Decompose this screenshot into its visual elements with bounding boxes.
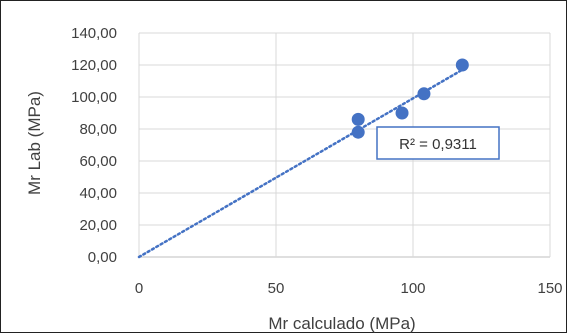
data-point (455, 58, 469, 72)
x-axis-ticks: 0 50 100 150 (135, 280, 563, 297)
x-tick-label: 100 (400, 280, 425, 297)
x-axis-title: Mr calculado (MPa) (268, 314, 415, 333)
data-point (417, 87, 431, 101)
y-tick-label: 20,00 (79, 217, 117, 234)
y-tick-label: 100,00 (71, 89, 117, 106)
data-point (351, 125, 365, 139)
x-tick-label: 50 (268, 280, 285, 297)
grid (138, 32, 551, 258)
data-point (351, 112, 365, 126)
y-tick-label: 120,00 (71, 57, 117, 74)
trendline (137, 68, 464, 259)
y-tick-label: 140,00 (71, 25, 117, 42)
r-squared-label: R² = 0,9311 (399, 136, 477, 153)
y-tick-label: 40,00 (79, 185, 117, 202)
x-tick-label: 0 (135, 280, 143, 297)
y-tick-label: 0,00 (88, 249, 117, 266)
r-squared-annotation: R² = 0,9311 (376, 126, 500, 160)
x-tick-label: 150 (537, 280, 562, 297)
y-axis-ticks: 0,00 20,00 40,00 60,00 80,00 100,00 120,00 140,… (71, 25, 117, 266)
y-tick-label: 80,00 (79, 121, 117, 138)
data-point (395, 106, 409, 120)
y-tick-label: 60,00 (79, 153, 117, 170)
data-points (351, 58, 469, 139)
y-axis-title: Mr Lab (MPa) (25, 91, 44, 195)
